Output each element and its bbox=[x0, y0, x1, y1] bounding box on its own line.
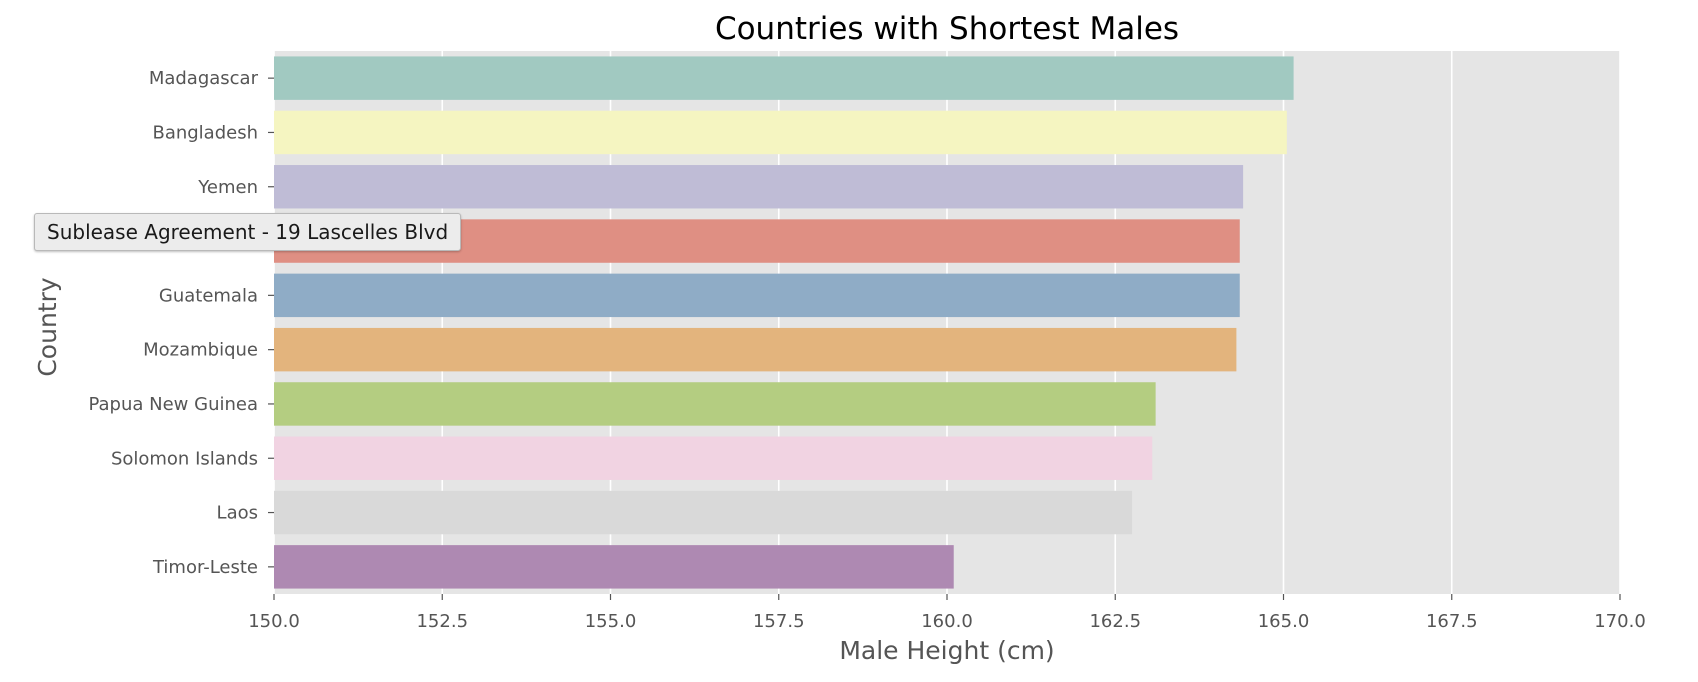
bars bbox=[274, 56, 1294, 589]
y-tick-label: Solomon Islands bbox=[111, 448, 258, 469]
y-tick-label: Mozambique bbox=[143, 340, 258, 361]
chart-title: Countries with Shortest Males bbox=[715, 11, 1179, 47]
bar-laos bbox=[274, 490, 1133, 535]
bar-guatemala bbox=[274, 273, 1240, 318]
x-tick-label: 170.0 bbox=[1594, 611, 1646, 632]
y-tick-label: Yemen bbox=[197, 177, 258, 198]
x-tick-label: 160.0 bbox=[921, 611, 973, 632]
y-tick-label: Laos bbox=[217, 503, 258, 524]
x-tick-label: 155.0 bbox=[585, 611, 637, 632]
bar-solomon-islands bbox=[274, 436, 1153, 480]
bar-bangladesh bbox=[274, 110, 1287, 155]
x-tick-label: 167.5 bbox=[1426, 611, 1478, 632]
x-tick-label: 152.5 bbox=[416, 611, 468, 632]
x-tick-label: 157.5 bbox=[753, 611, 805, 632]
x-tick-label: 150.0 bbox=[248, 611, 300, 632]
x-tick-label: 162.5 bbox=[1089, 611, 1141, 632]
x-axis-ticks: 150.0 152.5 155.0 157.5 160.0 162.5 165.0 167.5… bbox=[248, 594, 1646, 632]
y-tick-label: Papua New Guinea bbox=[88, 394, 258, 415]
y-axis-ticks: MadagascarBangladeshYemenNepalGuatemalaM… bbox=[88, 68, 274, 578]
document-tooltip: Sublease Agreement - 19 Lascelles Blvd bbox=[34, 213, 462, 251]
x-tick-label: 165.0 bbox=[1258, 611, 1310, 632]
bar-timor-leste bbox=[274, 545, 954, 589]
y-tick-label: Timor-Leste bbox=[152, 557, 258, 578]
x-axis-label: Male Height (cm) bbox=[839, 636, 1054, 665]
y-axis-label: Country bbox=[33, 277, 62, 377]
bar-madagascar bbox=[274, 56, 1294, 100]
bar-yemen bbox=[274, 165, 1244, 209]
y-tick-label: Madagascar bbox=[149, 68, 259, 89]
y-tick-label: Guatemala bbox=[159, 285, 258, 306]
bar-mozambique bbox=[274, 327, 1237, 372]
bar-papua-new-guinea bbox=[274, 382, 1156, 426]
y-tick-label: Bangladesh bbox=[152, 122, 258, 143]
